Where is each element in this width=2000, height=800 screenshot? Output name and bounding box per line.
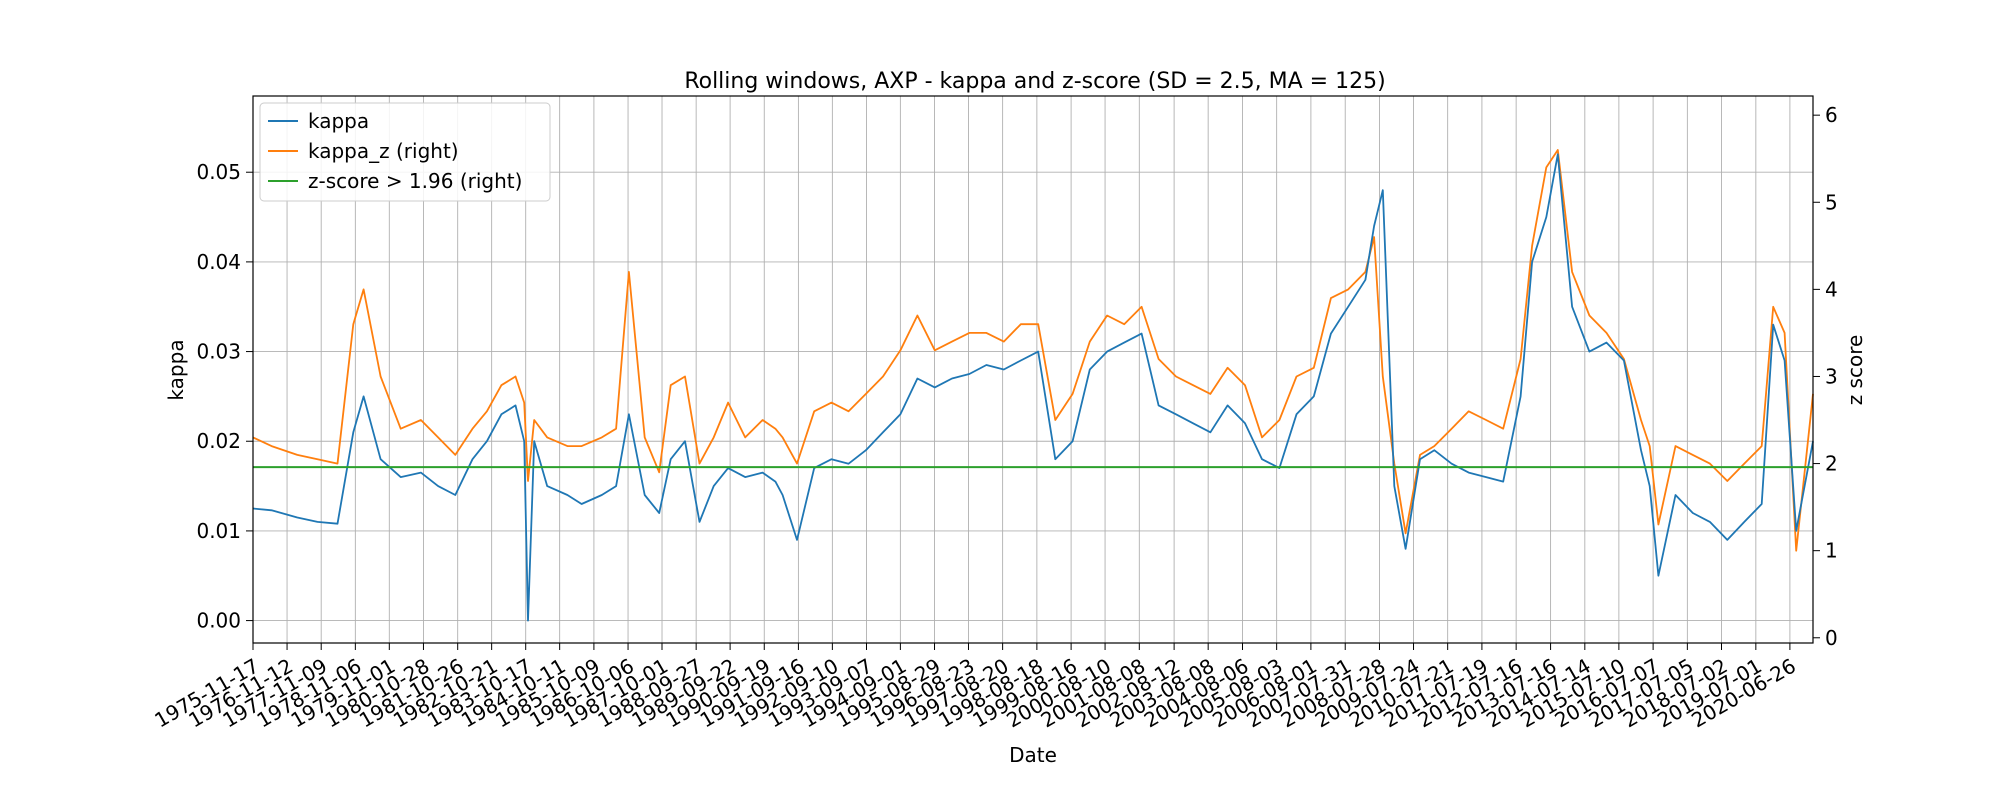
right-tick-label: 2	[1825, 452, 1838, 476]
left-tick-label: 0.04	[196, 250, 241, 274]
kappa-z-series-line	[252, 149, 1814, 552]
right-tick-label: 3	[1825, 364, 1838, 388]
right-tick-label: 0	[1825, 626, 1838, 650]
right-tick-label: 5	[1825, 190, 1838, 214]
legend-box	[259, 102, 551, 202]
left-axis-title: kappa	[164, 339, 188, 400]
right-tick-label: 4	[1825, 277, 1838, 301]
x-axis-title: Date	[1009, 743, 1057, 767]
chart-title: Rolling windows, AXP - kappa and z-score…	[684, 69, 1385, 94]
legend-label: kappa	[308, 109, 369, 133]
right-tick-label: 1	[1825, 539, 1838, 563]
legend-label: kappa_z (right)	[308, 139, 459, 163]
right-tick-label: 6	[1825, 103, 1838, 127]
left-tick-label: 0.02	[196, 429, 241, 453]
left-tick-label: 0.01	[196, 519, 241, 543]
x-axis: 1975-11-171976-11-121977-11-091978-11-06…	[150, 643, 1800, 732]
kappa-series-line	[252, 153, 1814, 622]
plot-frame	[252, 95, 1814, 644]
right-axis-title: z score	[1843, 335, 1867, 406]
plot-lines	[252, 149, 1814, 622]
left-axis: 0.00 0.01 0.02 0.03 0.04 0.05	[196, 160, 253, 633]
legend: kappa kappa_z (right) z-score > 1.96 (righ…	[259, 102, 551, 202]
left-tick-label: 0.05	[196, 160, 241, 184]
legend-label: z-score > 1.96 (right)	[308, 169, 522, 193]
right-axis: 0 1 2 3 4 5 6	[1813, 103, 1838, 650]
left-tick-label: 0.03	[196, 340, 241, 364]
left-tick-label: 0.00	[196, 609, 241, 633]
